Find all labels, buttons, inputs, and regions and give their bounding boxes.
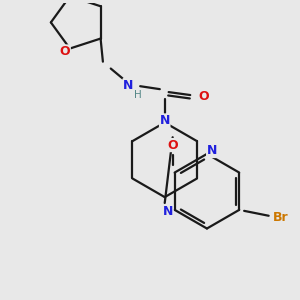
Text: O: O bbox=[199, 89, 209, 103]
Text: N: N bbox=[163, 205, 173, 218]
Text: Br: Br bbox=[273, 211, 288, 224]
Text: N: N bbox=[123, 79, 134, 92]
Text: O: O bbox=[60, 45, 70, 58]
Text: H: H bbox=[134, 90, 142, 100]
Text: N: N bbox=[207, 145, 217, 158]
Text: N: N bbox=[160, 114, 170, 127]
Text: O: O bbox=[167, 139, 178, 152]
